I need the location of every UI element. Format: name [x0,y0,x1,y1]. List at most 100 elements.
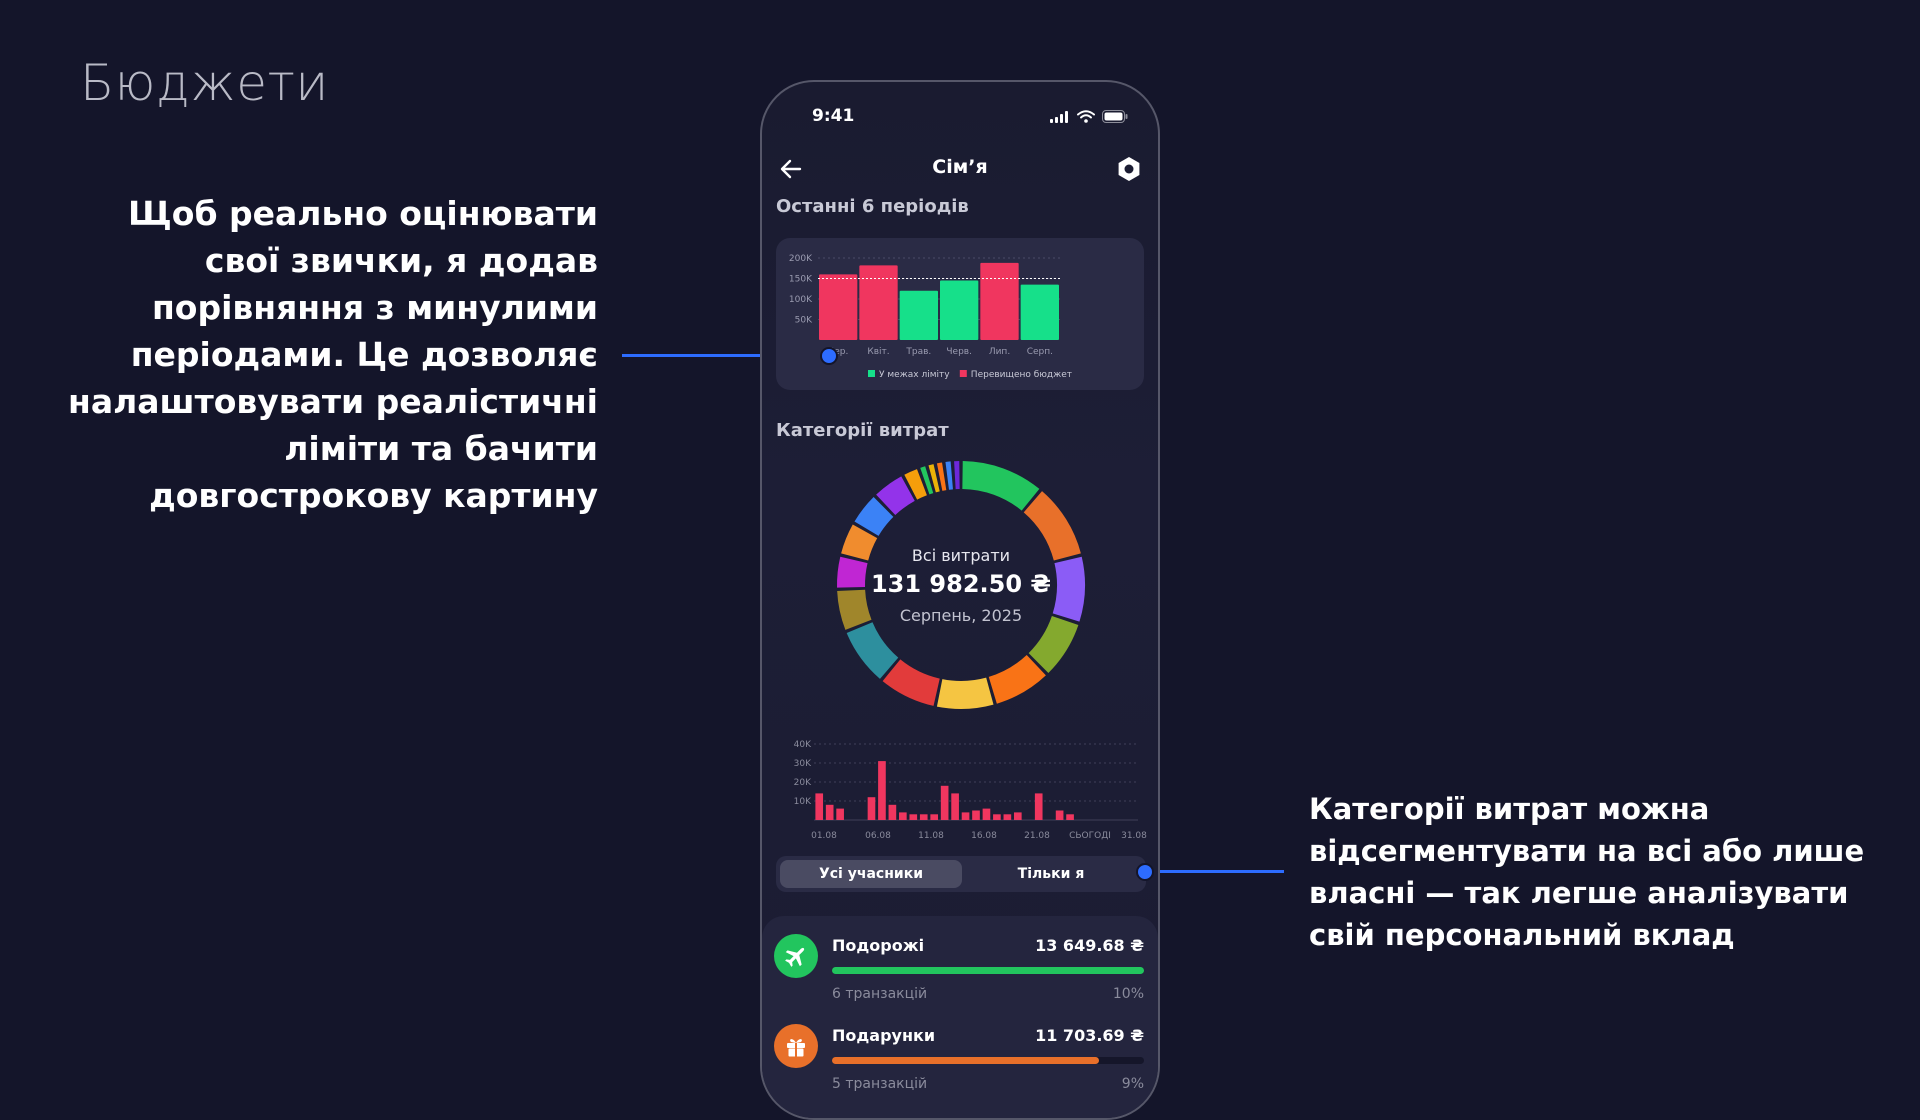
x-tick-label: СЬОГОДІ [1069,831,1111,841]
donut-segment[interactable] [936,677,994,709]
x-tick-label: Черв. [946,347,972,357]
x-tick-label: 01.08 [811,831,837,841]
daily-bar[interactable] [867,797,876,820]
hexagon-settings-icon[interactable] [1114,154,1144,184]
legend-label: Перевищено бюджет [971,370,1072,380]
daily-bar-chart: 40K 30K 20K 10K 01.08 06.08 11.08 16.08 21.08 СЬО… [794,740,1148,841]
donut-segment[interactable] [988,654,1046,704]
daily-bar[interactable] [919,814,928,820]
category-progress-track [832,967,1144,974]
donut-segment[interactable] [1028,615,1079,673]
daily-bar[interactable] [909,814,918,820]
donut-segment[interactable] [936,462,947,491]
nav-title: Сім’я [932,156,988,178]
x-tick-label: 06.08 [865,831,891,841]
arrow-left-icon[interactable] [776,154,806,184]
periods-title: Останні 6 періодів [776,196,969,217]
daily-bar[interactable] [1034,793,1043,820]
donut-segment[interactable] [904,469,927,500]
daily-bar[interactable] [888,804,897,820]
donut-segment[interactable] [928,464,940,493]
right-callout-dot [1136,863,1154,881]
daily-bar[interactable] [993,814,1001,820]
nav-bar: Сім’я [762,148,1158,188]
daily-bar[interactable] [930,814,939,820]
donut-segment[interactable] [945,461,953,490]
x-tick-label: Лип. [989,347,1010,357]
cellular-signal-icon [1050,111,1068,123]
period-bar[interactable] [940,280,979,340]
donut-segment[interactable] [837,556,868,588]
daily-bar[interactable] [961,812,970,820]
category-transactions: 5 транзакцій [832,1076,928,1092]
segment-only-me[interactable]: Тільки я [1017,866,1085,882]
x-tick-label: 11.08 [918,831,944,841]
x-tick-label: Бер. [828,347,848,357]
daily-bar[interactable] [836,808,844,820]
y-tick-label: 40K [794,740,812,750]
gift-icon [774,1024,818,1068]
daily-bar[interactable] [951,793,959,820]
x-tick-label: Трав. [905,347,931,357]
daily-bar[interactable] [972,810,980,821]
donut-center: Всі витрати 131 982.50 ₴ Серпень, 2025 [836,460,1086,710]
category-item-travel[interactable]: Подорожі 13 649.68 ₴ 6 транзакцій 10% [762,930,1158,1010]
donut-segment[interactable] [846,622,899,679]
y-tick-label: 100K [789,295,813,305]
category-share: 9% [1121,1076,1144,1092]
x-tick-label: 16.08 [971,831,997,841]
donut-segment[interactable] [954,461,960,490]
period-bar[interactable] [980,262,1019,340]
daily-bar[interactable] [825,804,834,820]
left-callout-dot [820,347,838,365]
daily-bar[interactable] [1055,810,1064,821]
y-tick-label: 200K [789,254,813,264]
battery-icon [1102,110,1128,123]
right-annotation: Категорії витрат можна відсегментувати н… [1309,792,1865,952]
periods-chart-card: 200K 150K 100K 50K Бер. Квіт. Трав. Черв. Лип. Се… [776,238,1144,390]
category-progress-fill [832,967,1144,974]
category-progress-fill [832,1057,1099,1064]
donut-segment[interactable] [1052,556,1085,622]
status-icons [1050,110,1128,123]
category-name: Подарунки [832,1026,936,1045]
phone-frame: 9:41 Сім’я [760,80,1160,1120]
donut-segment[interactable] [876,476,915,516]
period-bar-chart: 200K 150K 100K 50K Бер. Квіт. Трав. Черв. Лип. Се… [789,254,1072,380]
daily-bar[interactable] [1013,812,1022,820]
period-bar[interactable] [859,265,898,340]
daily-bar[interactable] [982,808,991,820]
donut-segment[interactable] [854,497,894,536]
status-bar: 9:41 [762,102,1158,132]
y-tick-label: 20K [794,778,812,788]
donut-segment[interactable] [920,466,934,495]
donut-segment[interactable] [841,524,878,561]
left-annotation: Щоб реально оцінювати свої звички, я дод… [68,194,598,515]
period-bar[interactable] [1020,284,1059,340]
airplane-icon [774,934,818,978]
donut-segment[interactable] [837,589,872,630]
donut-segment[interactable] [962,461,1040,511]
categories-donut: Всі витрати 131 982.50 ₴ Серпень, 2025 [836,460,1086,710]
donut-segment[interactable] [882,659,940,706]
category-item-gifts[interactable]: Подарунки 11 703.69 ₴ 5 транзакцій 9% [762,1020,1158,1100]
daily-bar[interactable] [878,761,886,820]
donut-chart [837,461,1085,709]
daily-bar[interactable] [940,785,949,820]
daily-bar[interactable] [815,793,824,820]
x-tick-label: Квіт. [867,347,889,357]
daily-bar[interactable] [1066,814,1074,820]
categories-list: Подорожі 13 649.68 ₴ 6 транзакцій 10% По… [762,916,1158,1118]
y-tick-label: 10K [794,797,812,807]
daily-bar[interactable] [1003,814,1012,820]
donut-segment[interactable] [1023,491,1081,561]
period-bar[interactable] [899,290,938,340]
segment-all-members[interactable]: Усі учасники [780,860,962,888]
donut-total: 131 982.50 ₴ [870,570,1052,598]
daily-bar[interactable] [899,812,907,820]
x-tick-label: Серп. [1027,347,1053,357]
category-amount: 11 703.69 ₴ [1035,1026,1144,1045]
legend-label: У межах ліміту [879,370,950,380]
category-name: Подорожі [832,936,925,955]
period-bar[interactable] [819,274,858,340]
